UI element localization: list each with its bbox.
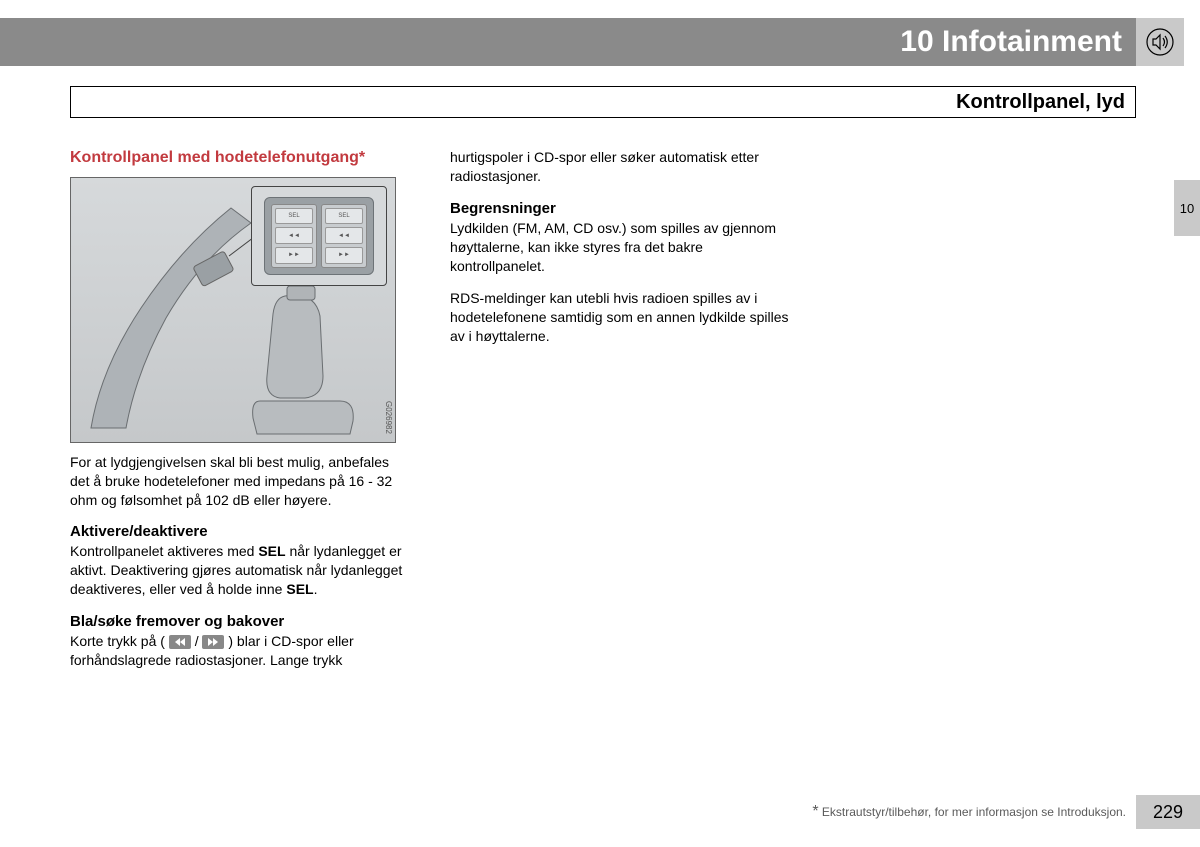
section-title: Kontrollpanel, lyd bbox=[956, 91, 1125, 114]
panel-button: SEL bbox=[275, 208, 313, 225]
panel-button: ◄◄ bbox=[275, 227, 313, 244]
heading-red: Kontrollpanel med hodetelefonutgang* bbox=[70, 148, 410, 169]
chapter-side-tab: 10 bbox=[1174, 180, 1200, 236]
footer-note: * Ekstrautstyr/tilbehør, for mer informa… bbox=[812, 803, 1126, 821]
paragraph: Korte trykk på ( / ) blar i CD-spor elle… bbox=[70, 632, 410, 670]
chapter-icon-box bbox=[1136, 18, 1184, 66]
sel-label: SEL bbox=[286, 581, 313, 597]
panel-button: ◄◄ bbox=[325, 227, 363, 244]
chapter-title: 10 Infotainment bbox=[900, 25, 1122, 59]
side-tab-number: 10 bbox=[1180, 201, 1194, 216]
page-number-box: 229 bbox=[1136, 795, 1200, 829]
text-fragment: / bbox=[191, 633, 203, 649]
sel-label: SEL bbox=[258, 543, 285, 559]
text-fragment: Korte trykk på ( bbox=[70, 633, 169, 649]
car-seat-shape bbox=[245, 286, 365, 436]
panel-left-column: SEL ◄◄ ►► bbox=[271, 204, 317, 268]
next-track-icon bbox=[202, 635, 224, 649]
panel-right-column: SEL ◄◄ ►► bbox=[321, 204, 367, 268]
text-fragment: . bbox=[314, 581, 318, 597]
paragraph: hurtigspoler i CD-spor eller søker autom… bbox=[450, 148, 790, 186]
page-number: 229 bbox=[1153, 802, 1183, 823]
control-panel-illustration: SEL ◄◄ ►► SEL ◄◄ ►► G026982 bbox=[70, 177, 396, 443]
page-footer: * Ekstrautstyr/tilbehør, for mer informa… bbox=[0, 795, 1200, 829]
control-panel-callout: SEL ◄◄ ►► SEL ◄◄ ►► bbox=[251, 186, 387, 286]
subheading: Aktivere/deaktivere bbox=[70, 523, 410, 540]
illustration-code: G026982 bbox=[384, 401, 393, 434]
speaker-icon bbox=[1145, 27, 1175, 57]
panel-button: SEL bbox=[325, 208, 363, 225]
paragraph: For at lydgjengivelsen skal bli best mul… bbox=[70, 453, 410, 510]
chapter-header-bar: 10 Infotainment bbox=[0, 18, 1136, 66]
footer-note-text: Ekstrautstyr/tilbehør, for mer informasj… bbox=[819, 805, 1126, 819]
prev-track-icon bbox=[169, 635, 191, 649]
paragraph: Lydkilden (FM, AM, CD osv.) som spilles … bbox=[450, 219, 790, 276]
control-panel-inner: SEL ◄◄ ►► SEL ◄◄ ►► bbox=[264, 197, 374, 275]
subheading: Begrensninger bbox=[450, 200, 790, 217]
paragraph: Kontrollpanelet aktiveres med SEL når ly… bbox=[70, 542, 410, 599]
panel-button: ►► bbox=[275, 247, 313, 264]
column-2: hurtigspoler i CD-spor eller søker autom… bbox=[450, 148, 790, 684]
panel-button: ►► bbox=[325, 247, 363, 264]
text-fragment: Kontrollpanelet aktiveres med bbox=[70, 543, 258, 559]
paragraph: RDS-meldinger kan utebli hvis radioen sp… bbox=[450, 289, 790, 346]
content-area: Kontrollpanel med hodetelefonutgang* SEL… bbox=[70, 148, 850, 684]
column-1: Kontrollpanel med hodetelefonutgang* SEL… bbox=[70, 148, 410, 684]
subheading: Bla/søke fremover og bakover bbox=[70, 613, 410, 630]
section-title-bar: Kontrollpanel, lyd bbox=[70, 86, 1136, 118]
